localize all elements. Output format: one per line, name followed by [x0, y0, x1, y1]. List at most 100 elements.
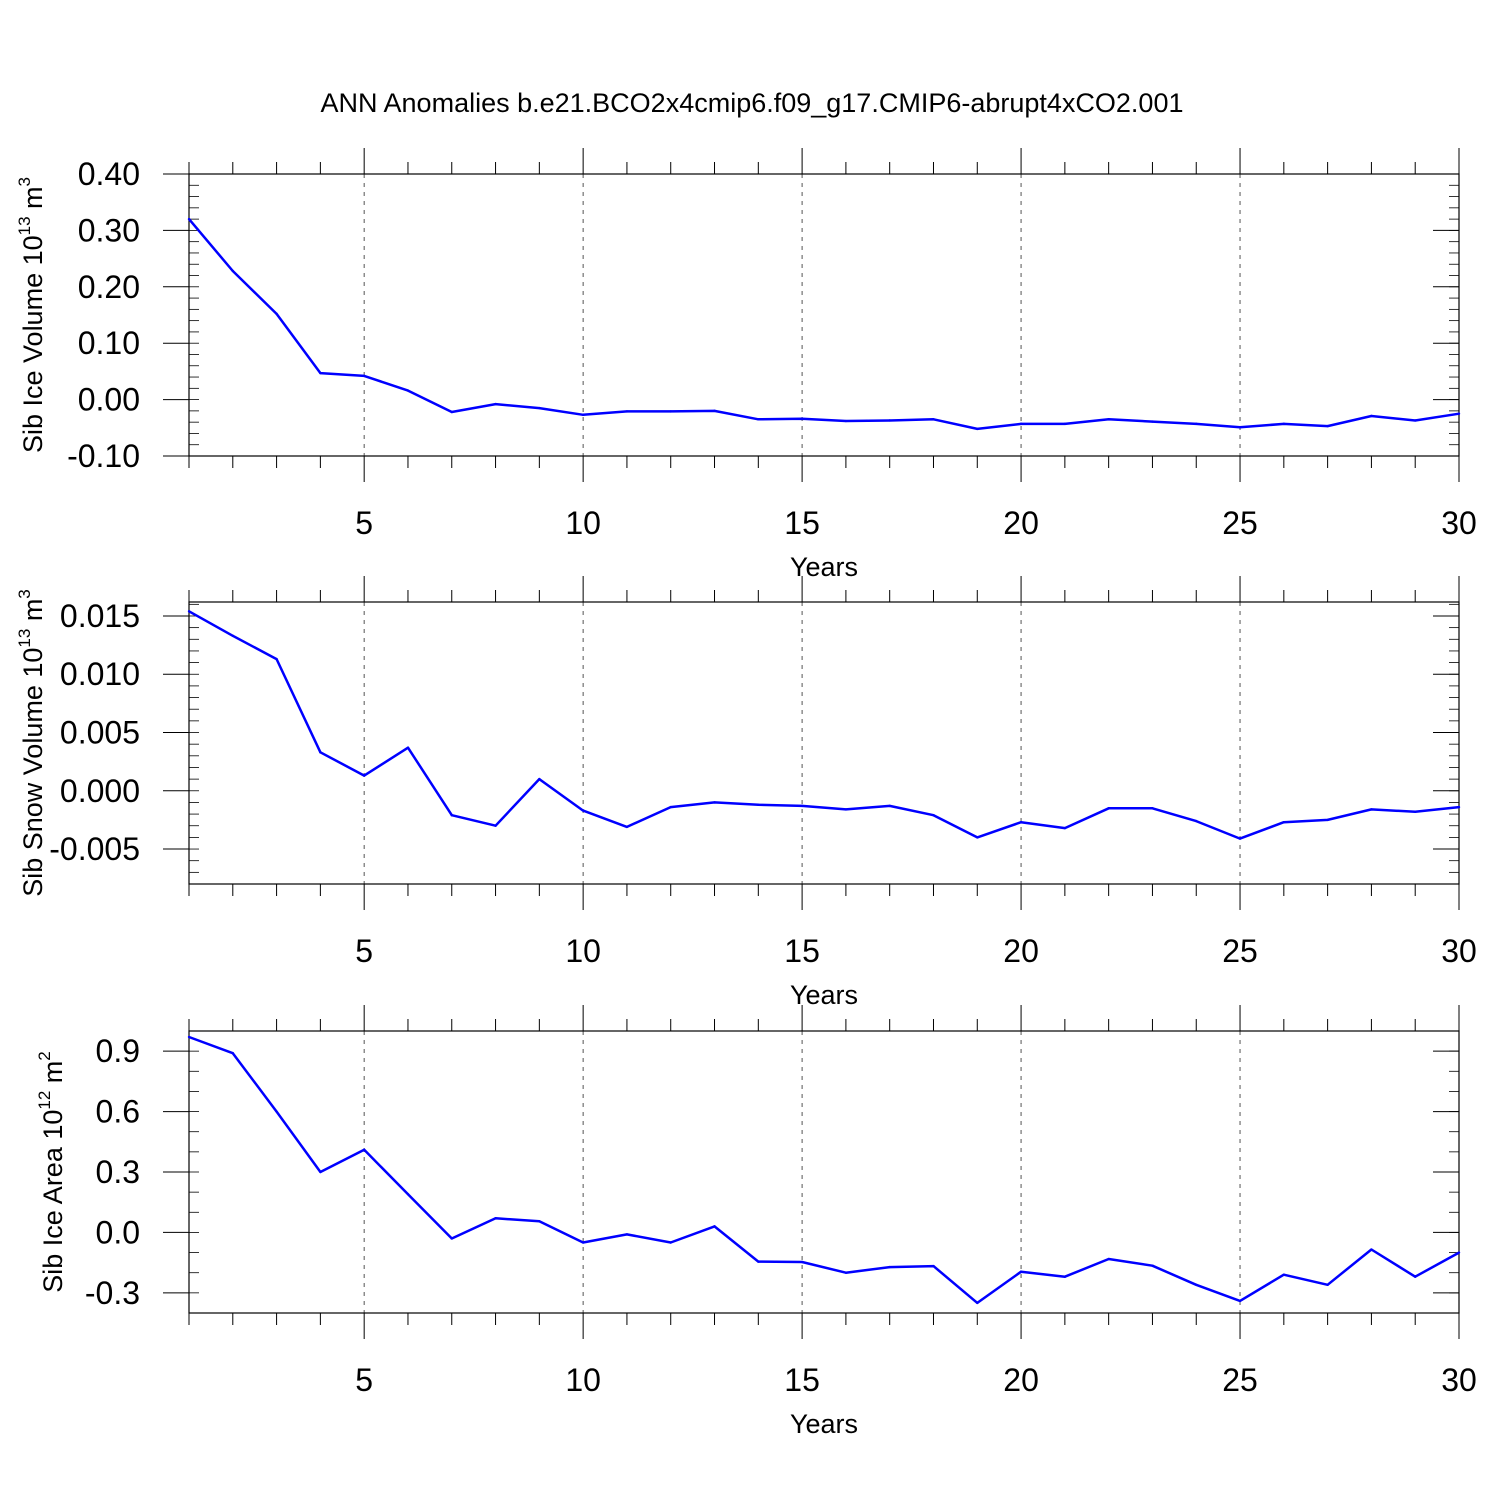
data-point: [1457, 1251, 1461, 1254]
ytick-label: 0.010: [60, 656, 140, 692]
data-point: [800, 804, 804, 808]
ytick-label: 0.000: [60, 773, 140, 809]
y-axis-label: Sib Snow Volume 1013 m3: [15, 589, 48, 897]
data-point: [1370, 808, 1373, 811]
data-point: [275, 1110, 278, 1113]
data-point: [757, 418, 760, 421]
data-point: [976, 427, 979, 431]
data-point: [669, 1241, 672, 1244]
data-point: [319, 1170, 322, 1174]
data-point: [406, 389, 410, 392]
data-point: [1195, 422, 1198, 426]
plot-frame: [188, 1030, 1460, 1314]
y-axis-label-unit: m: [38, 1061, 68, 1091]
data-point: [625, 1233, 629, 1236]
data-point: [1282, 422, 1286, 426]
panels: -0.100.000.100.200.300.405 10 15 20 25 30Year…: [15, 148, 1477, 1439]
ytick-label: -0.005: [49, 831, 140, 867]
chart-panel-2: -0.005 0.000 0.005 0.010 0.015 5 10 15 20 25 30 Yea…: [15, 576, 1477, 1010]
data-point: [362, 1148, 366, 1152]
data-point: [1238, 837, 1242, 840]
x-axis-label: Years: [790, 980, 858, 1010]
y-axis-label-unit-exponent: 3: [15, 589, 34, 598]
data-point: [231, 1051, 234, 1055]
data-point: [494, 402, 497, 406]
xtick-label: 30: [1441, 505, 1477, 541]
xtick-label: 10: [565, 505, 601, 541]
ytick-label: 0.9: [96, 1033, 140, 1069]
data-point: [450, 814, 453, 817]
data-point: [581, 809, 585, 812]
y-axis-label-unit-exponent: 3: [15, 177, 34, 186]
xtick-label: 25: [1222, 933, 1258, 969]
y-axis-label-exponent: 12: [35, 1091, 54, 1110]
data-point: [888, 804, 891, 808]
data-point: [231, 634, 234, 637]
xtick-label: 20: [1003, 1362, 1039, 1398]
x-axis-label: Years: [790, 1409, 858, 1439]
data-point: [625, 825, 629, 829]
data-point: [319, 371, 322, 375]
data-point: [800, 1260, 804, 1264]
data-point: [1414, 810, 1417, 813]
y-axis-label-unit: m: [18, 599, 48, 629]
ytick-label: 0.30: [78, 212, 140, 248]
data-point: [932, 814, 935, 817]
plot-frame: [188, 173, 1460, 457]
chart-panel-1: -0.10 0.00 0.10 0.20 0.30 0.40 5 10 15 20 25 30 Year…: [15, 148, 1477, 582]
data-point: [187, 610, 191, 613]
y-axis-label-main: Sib Ice Volume 10: [18, 235, 48, 453]
data-point: [538, 1220, 541, 1223]
data-point: [1019, 422, 1023, 426]
data-point: [275, 312, 278, 316]
y-axis-label-main: Sib Ice Area 10: [38, 1110, 68, 1293]
data-point: [1151, 807, 1154, 810]
ytick-label: 0.0: [96, 1214, 140, 1250]
data-point: [581, 1241, 585, 1244]
data-point: [406, 1192, 410, 1196]
data-point: [844, 808, 848, 811]
ytick-label: 0.20: [78, 269, 140, 305]
ytick-label: 0.015: [60, 598, 140, 634]
plot-frame: [188, 601, 1460, 885]
data-point: [538, 777, 541, 781]
data-point: [757, 803, 760, 806]
data-point: [1107, 1257, 1110, 1261]
data-point: [362, 374, 366, 378]
data-point: [669, 805, 672, 809]
y-axis-label-unit-exponent: 2: [35, 1051, 54, 1060]
xtick-label: 10: [565, 1362, 601, 1398]
ytick-label: 0.6: [96, 1094, 140, 1130]
data-point: [1151, 420, 1154, 423]
xtick-label: 20: [1003, 933, 1039, 969]
xtick-label: 5: [355, 933, 373, 969]
ytick-label: 0.10: [78, 325, 140, 361]
data-point: [1063, 1275, 1067, 1278]
xtick-label: 15: [784, 1362, 820, 1398]
data-point: [757, 1260, 760, 1263]
xtick-label: 15: [784, 505, 820, 541]
data-point: [1370, 1248, 1373, 1251]
data-point: [1457, 412, 1461, 415]
x-axis-label: Years: [790, 552, 858, 582]
data-point: [888, 1265, 891, 1269]
ytick-label: 0.00: [78, 382, 140, 418]
data-point: [319, 751, 322, 754]
data-point: [406, 746, 410, 749]
chart-panel-3: -0.3 0.0 0.3 0.6 0.9 5 10 15 20 25 30 Years Sib Ice …: [35, 1005, 1477, 1439]
data-point: [713, 409, 716, 413]
data-point: [1238, 426, 1242, 429]
data-point: [1326, 1283, 1329, 1287]
ytick-label: 0.005: [60, 715, 140, 751]
y-axis-label-exponent: 13: [15, 629, 34, 648]
data-point: [1282, 821, 1286, 824]
data-point: [932, 418, 935, 421]
data-point: [669, 410, 672, 413]
data-point: [1195, 819, 1198, 823]
data-point: [1019, 821, 1023, 824]
y-axis-label-exponent: 13: [15, 216, 34, 235]
data-point: [1238, 1299, 1242, 1303]
xtick-label: 25: [1222, 505, 1258, 541]
series-line: [188, 610, 1460, 840]
